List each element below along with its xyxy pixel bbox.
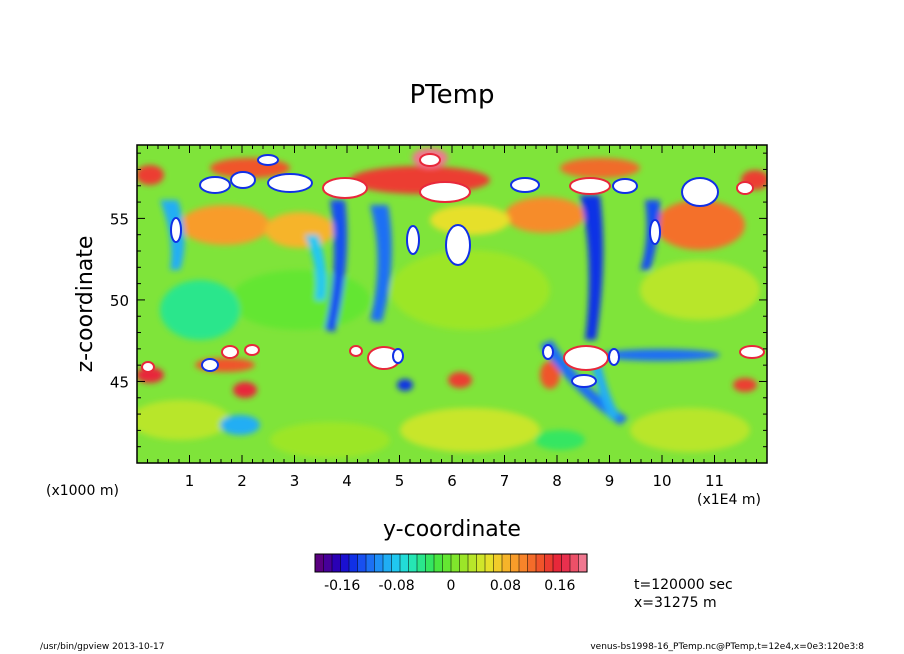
colorbar-tick-label: -0.08 bbox=[378, 578, 414, 594]
colorbar-swatch bbox=[331, 553, 342, 573]
colorbar-swatch bbox=[340, 553, 350, 573]
colorbar-swatch bbox=[527, 553, 537, 573]
colorbar-tick-label: 0.08 bbox=[490, 578, 521, 594]
colorbar-swatch bbox=[442, 553, 452, 573]
x-tick-label: 3 bbox=[290, 472, 300, 490]
colorbar-swatch bbox=[569, 553, 580, 573]
colorbar-swatch bbox=[416, 553, 427, 573]
colorbar-tick-label: 0.16 bbox=[544, 578, 575, 594]
colorbar-swatch bbox=[365, 553, 376, 573]
colorbar-swatch bbox=[357, 553, 367, 573]
colorbar-frame bbox=[314, 553, 588, 573]
colorbar-swatch bbox=[314, 553, 325, 573]
colorbar-swatch bbox=[408, 553, 418, 573]
info-block: t=120000 sec x=31275 m bbox=[634, 576, 733, 612]
x-tick-label: 5 bbox=[395, 472, 405, 490]
colorbar-swatch bbox=[544, 553, 554, 573]
colorbar-tick-label: 0 bbox=[447, 578, 456, 594]
y-tick-label: 45 bbox=[110, 373, 129, 391]
colorbar: -0.16 -0.08 0 0.08 0.16 bbox=[314, 553, 588, 594]
x-axis-unit: (x1E4 m) bbox=[697, 492, 761, 508]
colorbar-swatch bbox=[561, 553, 571, 573]
chart-title: PTemp bbox=[410, 80, 495, 110]
colorbar-swatch bbox=[425, 553, 435, 573]
heatmap-field bbox=[137, 145, 767, 463]
colorbar-swatch bbox=[535, 553, 546, 573]
x-tick-label: 10 bbox=[652, 472, 671, 490]
colorbar-swatch bbox=[578, 553, 588, 573]
x-axis: 1 2 3 4 5 6 7 8 9 10 11 bbox=[136, 145, 768, 490]
footer-right: venus-bs1998-16_PTemp.nc@PTemp,t=12e4,x=… bbox=[590, 642, 864, 652]
x-tick-label: 8 bbox=[552, 472, 562, 490]
colorbar-swatch bbox=[459, 553, 469, 573]
colorbar-swatch bbox=[399, 553, 410, 573]
y-axis-unit: (x1000 m) bbox=[46, 483, 119, 499]
colorbar-swatch bbox=[484, 553, 495, 573]
colorbar-swatch bbox=[552, 553, 563, 573]
y-axis: 45 50 55 bbox=[110, 152, 767, 448]
x-tick-label: 4 bbox=[342, 472, 352, 490]
colorbar-swatch bbox=[450, 553, 461, 573]
colorbar-swatch bbox=[433, 553, 444, 573]
colorbar-tick-label: -0.16 bbox=[324, 578, 360, 594]
colorbar-swatch bbox=[348, 553, 359, 573]
colorbar-swatch bbox=[382, 553, 393, 573]
colorbar-swatch bbox=[476, 553, 486, 573]
colorbar-swatch bbox=[510, 553, 520, 573]
x-tick-label: 2 bbox=[237, 472, 247, 490]
colorbar-swatch bbox=[323, 553, 333, 573]
x-tick-label: 7 bbox=[500, 472, 510, 490]
field-blobs bbox=[137, 148, 767, 458]
x-axis-label: y-coordinate bbox=[383, 517, 521, 542]
y-axis-label: z-coordinate bbox=[73, 236, 98, 373]
x-tick-label: 1 bbox=[185, 472, 195, 490]
time-label: t=120000 sec bbox=[634, 577, 733, 593]
position-label: x=31275 m bbox=[634, 595, 717, 611]
colorbar-swatch bbox=[518, 553, 529, 573]
colorbar-swatch bbox=[467, 553, 478, 573]
saturated-regions bbox=[141, 153, 765, 388]
y-tick-label: 55 bbox=[110, 210, 129, 228]
colorbar-swatch bbox=[374, 553, 384, 573]
colorbar-swatch bbox=[501, 553, 512, 573]
colorbar-swatch bbox=[493, 553, 503, 573]
x-tick-label: 6 bbox=[447, 472, 457, 490]
x-tick-label: 9 bbox=[605, 472, 615, 490]
footer-left: /usr/bin/gpview 2013-10-17 bbox=[40, 642, 165, 652]
colorbar-swatch bbox=[391, 553, 401, 573]
x-tick-label: 11 bbox=[705, 472, 724, 490]
y-tick-label: 50 bbox=[110, 292, 129, 310]
